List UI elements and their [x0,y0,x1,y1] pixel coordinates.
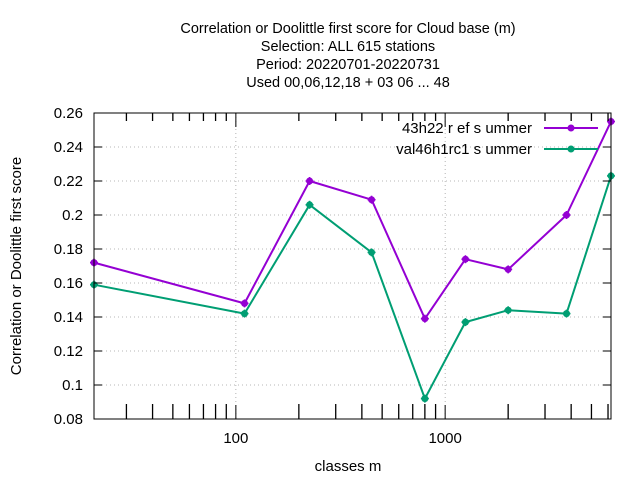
title-line-3: Period: 20220701-20220731 [256,57,440,73]
series-line [93,121,612,320]
series-line [93,175,612,400]
y-tick-label: 0.26 [54,105,83,122]
title-line-2: Selection: ALL 615 stations [261,39,435,55]
legend-label: 43h22 r ef s ummer [402,120,532,137]
y-tick-label: 0.1 [62,377,83,394]
y-tick-label: 0.24 [54,139,83,156]
plot-area [90,117,615,403]
y-tick-label: 0.14 [54,309,83,326]
y-tick-label: 0.2 [62,207,83,224]
plot-frame [93,112,612,420]
y-tick-label: 0.18 [54,241,83,258]
y-tick-label: 0.12 [54,343,83,360]
chart-title: Correlation or Doolittle first score for… [180,21,515,91]
x-tick-label: 100 [223,430,248,447]
legend: 43h22 r ef s ummer val46h1rc1 s ummer [396,120,598,158]
title-line-4: Used 00,06,12,18 + 03 06 ... 48 [246,75,450,91]
y-tick-label: 0.22 [54,173,83,190]
legend-marker [567,124,575,132]
axes: 0.08 0.1 0.12 0.14 0.16 0.18 0.2 0.22 0.24 0.26 10… [54,105,611,447]
title-line-1: Correlation or Doolittle first score for… [180,21,515,37]
y-tick-label: 0.16 [54,275,83,292]
x-axis-label: classes m [315,458,382,475]
grid [94,113,611,419]
series-2 [90,171,615,403]
series-1 [90,117,615,323]
y-tick-label: 0.08 [54,411,83,428]
legend-label: val46h1rc1 s ummer [396,141,532,158]
x-tick-label: 1000 [428,430,461,447]
y-axis-label: Correlation or Doolittle first score [8,157,25,375]
legend-marker [567,145,575,153]
